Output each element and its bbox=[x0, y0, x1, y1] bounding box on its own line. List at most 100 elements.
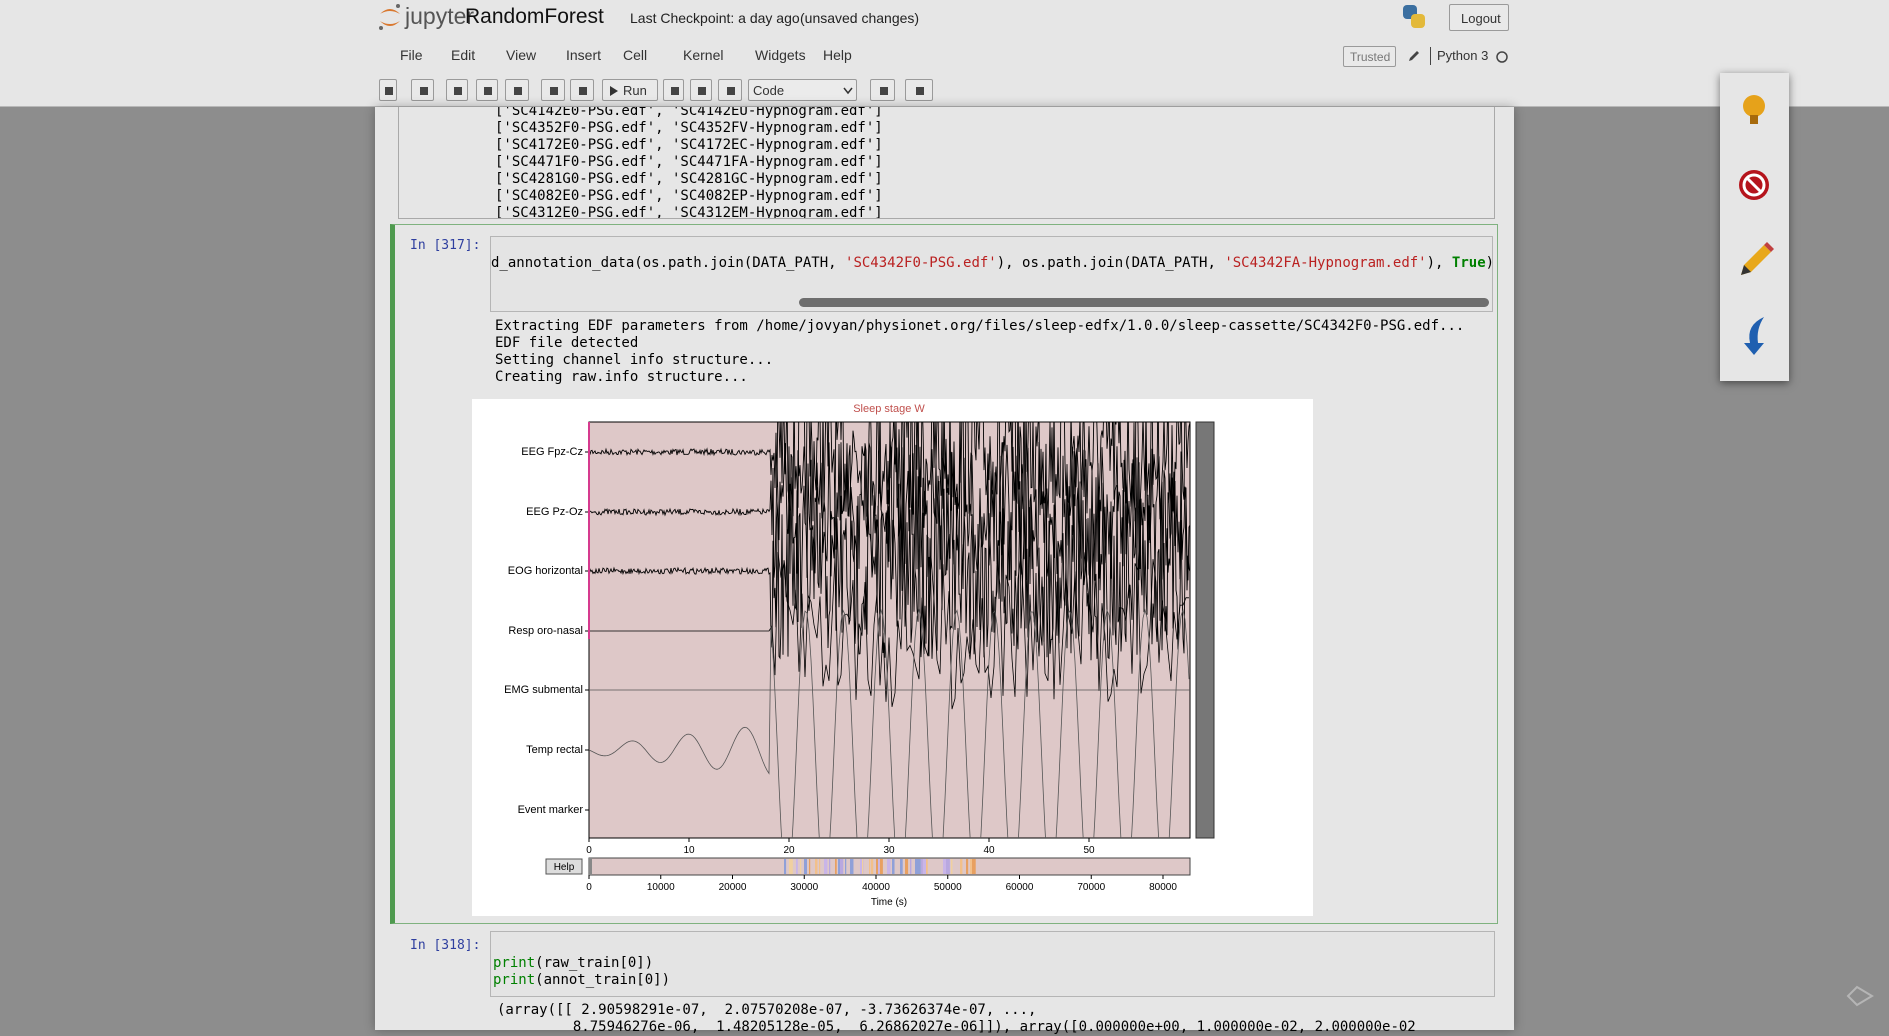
stage-stripe bbox=[869, 859, 871, 874]
toolbar-button[interactable] bbox=[870, 79, 895, 101]
channel-label: Resp oro-nasal bbox=[508, 625, 583, 637]
toolbar-icon bbox=[550, 87, 558, 95]
output-line: ['SC4172E0-PSG.edf', 'SC4172EC-Hypnogram… bbox=[495, 137, 883, 153]
stage-stripe bbox=[815, 859, 818, 874]
stage-stripe bbox=[860, 859, 864, 874]
stage-stripe bbox=[845, 859, 847, 874]
trace bbox=[589, 608, 1190, 838]
menu-item[interactable]: Edit bbox=[451, 47, 476, 63]
stage-stripe bbox=[960, 859, 963, 874]
stage-stripe bbox=[850, 859, 854, 874]
menu-item[interactable]: View bbox=[506, 47, 537, 63]
code-token: True bbox=[1451, 255, 1486, 271]
toolbar-button[interactable] bbox=[476, 79, 498, 101]
stage-stripe bbox=[951, 859, 953, 874]
selected-cell[interactable] bbox=[390, 224, 1498, 924]
input-prompt: In [318]: bbox=[410, 938, 481, 953]
menu-item[interactable]: Insert bbox=[566, 47, 602, 63]
run-icon bbox=[610, 86, 618, 96]
x-tick-label: 50 bbox=[1083, 845, 1095, 856]
code-input[interactable]: print(raw_train[0]) print(annot_train[0]) bbox=[490, 931, 1495, 997]
pencil-icon[interactable] bbox=[1741, 242, 1774, 275]
stage-stripe bbox=[943, 859, 947, 874]
toolbar-button[interactable] bbox=[446, 79, 468, 101]
stage-stripe bbox=[923, 859, 927, 874]
channel-label: EEG Fpz-Cz bbox=[521, 446, 583, 458]
stage-stripe bbox=[917, 859, 921, 874]
toolbar-button[interactable] bbox=[690, 79, 712, 101]
menu-item[interactable]: Widgets bbox=[755, 47, 806, 63]
trace bbox=[589, 551, 1190, 710]
stage-stripe bbox=[915, 859, 919, 874]
menu-item[interactable]: File bbox=[400, 47, 423, 63]
output-line: (array([[ 2.90598291e-07, 2.07570208e-07… bbox=[497, 1002, 1037, 1018]
x-tick-label: 10 bbox=[683, 845, 695, 856]
jupyter-logo-icon bbox=[379, 4, 400, 30]
trusted-label: Trusted bbox=[1350, 50, 1391, 64]
hint-icon[interactable] bbox=[1743, 95, 1765, 124]
toolbar-icon bbox=[670, 87, 679, 95]
menu-item[interactable]: Help bbox=[823, 47, 852, 63]
toolbar-button[interactable] bbox=[379, 79, 397, 101]
run-button[interactable]: Run bbox=[602, 79, 658, 101]
toolbar-button[interactable] bbox=[541, 79, 565, 101]
edit-icon[interactable] bbox=[1406, 48, 1422, 64]
traces bbox=[589, 422, 1190, 838]
arrow-icon[interactable] bbox=[1744, 317, 1764, 355]
toolbar-icon bbox=[419, 87, 428, 95]
menu-item[interactable]: Cell bbox=[623, 47, 648, 63]
run-label: Run bbox=[623, 83, 647, 98]
x-tick-label: 20 bbox=[783, 845, 795, 856]
toolbar-button[interactable] bbox=[570, 79, 594, 101]
stage-stripe bbox=[871, 859, 874, 874]
code-line: print(annot_train[0]) bbox=[493, 972, 670, 989]
trusted-button[interactable]: Trusted bbox=[1343, 46, 1396, 67]
stage-stripe bbox=[800, 859, 802, 874]
horizontal-scrollbar[interactable] bbox=[799, 298, 1489, 307]
plot-title: Sleep stage W bbox=[853, 403, 925, 415]
code-line: print(raw_train[0]) bbox=[493, 955, 653, 972]
stage-stripe bbox=[804, 859, 807, 874]
toolbar-icon bbox=[916, 87, 924, 95]
stage-stripe bbox=[824, 859, 828, 874]
code-token: (annot_train[0]) bbox=[535, 972, 671, 988]
notebook-name[interactable]: RandomForest bbox=[465, 5, 604, 28]
toolbar-button[interactable] bbox=[411, 79, 434, 101]
toolbar-button[interactable] bbox=[663, 79, 684, 101]
toolbar-button[interactable] bbox=[905, 79, 933, 101]
output-line: ['SC4352F0-PSG.edf', 'SC4352FV-Hypnogram… bbox=[495, 120, 883, 136]
stage-stripe bbox=[887, 859, 891, 874]
python-logo bbox=[1403, 5, 1425, 28]
x-tick-label: 40 bbox=[983, 845, 995, 856]
floating-tool-panel bbox=[1720, 73, 1789, 381]
code-input[interactable]: d_annotation_data(os.path.join(DATA_PATH… bbox=[490, 236, 1493, 312]
stage-stripe bbox=[838, 859, 841, 874]
cell-type-select[interactable]: Code bbox=[748, 79, 857, 101]
channel-label: EMG submental bbox=[504, 684, 583, 696]
menu-item[interactable]: Kernel bbox=[683, 47, 724, 63]
toolbar-button[interactable] bbox=[505, 79, 529, 101]
toolbar-icon bbox=[385, 87, 393, 95]
code-token: d_annotation_data(os.path.join(DATA_PATH… bbox=[491, 255, 846, 271]
code-token: 'SC4342F0-PSG.edf' bbox=[845, 255, 997, 271]
unsaved-status: (unsaved changes) bbox=[800, 10, 920, 26]
x-axis-label: Time (s) bbox=[871, 897, 907, 908]
toolbar-button[interactable] bbox=[718, 79, 742, 101]
stop-icon[interactable] bbox=[1739, 170, 1769, 200]
stage-stripe bbox=[876, 859, 880, 874]
cell-type-label: Code bbox=[753, 83, 785, 98]
help-button[interactable] bbox=[545, 858, 583, 875]
channel-label: Event marker bbox=[518, 804, 584, 816]
output-line: ['SC4281G0-PSG.edf', 'SC4281GC-Hypnogram… bbox=[495, 171, 883, 187]
raw-plot: Sleep stage W EEG Fpz-Cz EEG Pz-Oz EOG hori… bbox=[472, 399, 1313, 916]
stage-stripe bbox=[972, 859, 976, 874]
overview-tick-label: 70000 bbox=[1077, 882, 1105, 893]
x-tick-label: 30 bbox=[883, 845, 895, 856]
vertical-scrollbar bbox=[1195, 421, 1215, 839]
logout-button[interactable]: Logout bbox=[1449, 4, 1509, 31]
separator bbox=[1430, 47, 1431, 65]
scroll-top-icon[interactable] bbox=[1845, 984, 1875, 1008]
output-line: ['SC4142E0-PSG.edf', 'SC4142EU-Hypnogram… bbox=[495, 107, 883, 119]
logo-text: jupyter bbox=[405, 3, 475, 29]
code-line: d_annotation_data(os.path.join(DATA_PATH… bbox=[491, 255, 1492, 272]
